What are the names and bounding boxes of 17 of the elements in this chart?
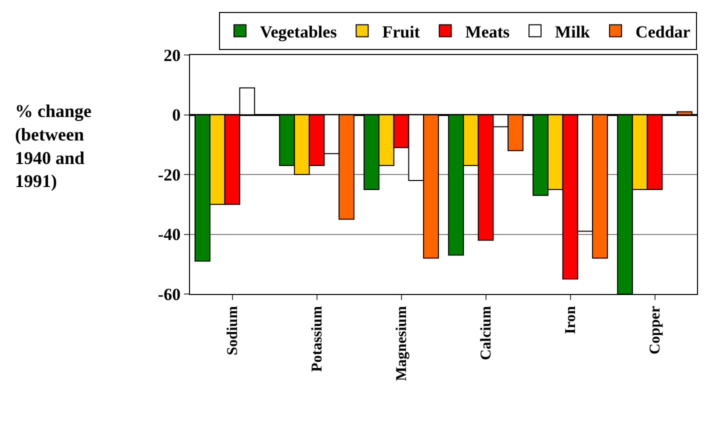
legend-label: Meats: [465, 22, 510, 42]
y-axis-title: % change (between 1940 and 1991): [15, 101, 92, 192]
x-tick-label: Iron: [563, 305, 580, 334]
legend-label: Fruit: [382, 22, 420, 42]
y-tick-label: -60: [158, 284, 181, 304]
x-tick-label: Sodium: [225, 306, 242, 356]
y-tick-label: -20: [158, 165, 181, 184]
x-tick-label: Potassium: [310, 306, 326, 372]
legend-label: Milk: [555, 22, 591, 42]
x-tick-label: Calcium: [478, 306, 495, 360]
legend-label: Ceddar: [636, 22, 691, 42]
x-tick-label: Copper: [648, 306, 664, 354]
y-tick-label: -40: [158, 225, 181, 244]
y-tick-label: 0: [172, 106, 181, 125]
y-tick-label: 20: [164, 46, 181, 65]
legend-label: Vegetables: [260, 22, 338, 42]
x-tick-label: Magnesium: [394, 305, 410, 381]
